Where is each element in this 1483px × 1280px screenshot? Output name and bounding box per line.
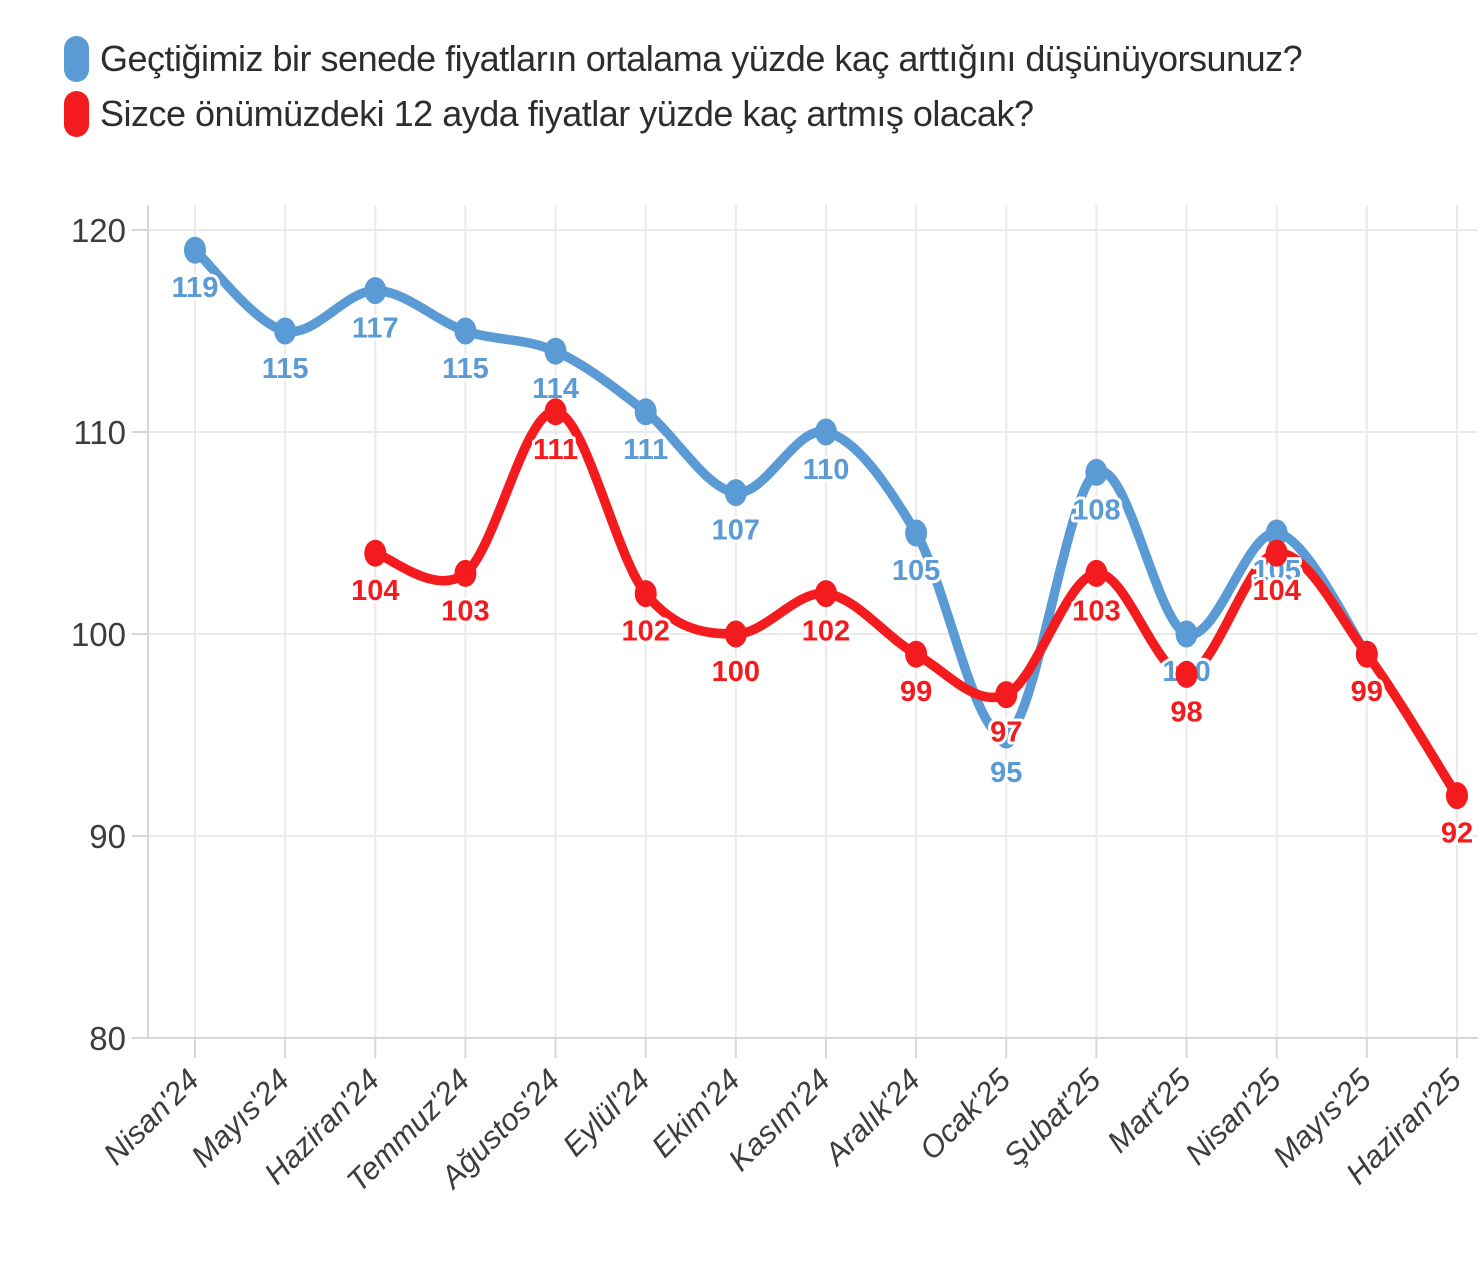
- data-point-label: 105: [892, 555, 940, 587]
- x-axis-tick-label: Eylül'24: [556, 1062, 657, 1163]
- data-point-label: 97: [990, 717, 1022, 749]
- data-point-marker[interactable]: [1265, 539, 1288, 567]
- data-point-marker[interactable]: [814, 418, 837, 446]
- data-point-marker[interactable]: [454, 317, 477, 345]
- data-point-marker[interactable]: [634, 580, 657, 608]
- data-point-label: 102: [802, 616, 850, 648]
- data-point-label: 110: [803, 454, 850, 486]
- legend-item-next-year: Sizce önümüzdeki 12 ayda fiyatlar yüzde …: [64, 91, 1302, 137]
- data-point-marker[interactable]: [995, 721, 1018, 749]
- data-point-label: 98: [1170, 696, 1202, 728]
- y-axis-tick-label: 80: [89, 1020, 126, 1057]
- data-point-marker[interactable]: [544, 398, 567, 426]
- data-point-label: 95: [990, 757, 1022, 789]
- data-point-marker[interactable]: [364, 539, 387, 567]
- data-point-marker[interactable]: [814, 580, 837, 608]
- y-axis-tick-label: 110: [73, 414, 126, 451]
- data-point-label: 103: [1072, 595, 1120, 627]
- data-point-marker[interactable]: [1085, 458, 1108, 486]
- y-axis-tick-label: 90: [89, 818, 126, 855]
- data-point-marker[interactable]: [454, 559, 477, 587]
- y-axis-tick-label: 100: [71, 616, 126, 653]
- legend-swatch-blue-icon: [64, 36, 89, 82]
- data-point-marker[interactable]: [1175, 620, 1198, 648]
- data-point-label: 111: [533, 434, 578, 466]
- data-point-label: 115: [262, 353, 309, 385]
- data-point-marker[interactable]: [995, 681, 1018, 709]
- data-point-marker[interactable]: [724, 620, 747, 648]
- series-points-0: 11911511711511411110711010595108100105: [169, 236, 1378, 792]
- data-point-marker[interactable]: [905, 519, 928, 547]
- y-axis-tick-label: 120: [71, 212, 126, 249]
- data-point-label: 107: [712, 515, 760, 547]
- legend-label-past-year: Geçtiğimiz bir senede fiyatların ortalam…: [100, 38, 1303, 79]
- data-point-label: 99: [1351, 676, 1383, 708]
- data-point-marker[interactable]: [274, 317, 297, 345]
- data-point-marker[interactable]: [184, 236, 206, 264]
- data-point-label: 92: [1441, 818, 1473, 850]
- data-point-label: 119: [172, 272, 219, 304]
- legend-swatch-red-icon: [64, 91, 89, 137]
- data-point-marker[interactable]: [544, 337, 567, 365]
- data-point-marker[interactable]: [364, 277, 387, 305]
- legend: Geçtiğimiz bir senede fiyatların ortalam…: [64, 36, 1303, 137]
- data-point-label: 100: [712, 656, 760, 688]
- x-axis-tick-label: Şubat'25: [997, 1062, 1108, 1173]
- data-point-label: 117: [352, 313, 399, 345]
- data-point-marker[interactable]: [724, 479, 747, 507]
- data-point-label: 105: [1252, 555, 1300, 587]
- data-point-label: 99: [900, 676, 932, 708]
- legend-label-next-year: Sizce önümüzdeki 12 ayda fiyatlar yüzde …: [100, 93, 1034, 134]
- data-point-marker[interactable]: [1355, 640, 1378, 668]
- data-point-label: 104: [1252, 575, 1300, 607]
- legend-item-past-year: Geçtiğimiz bir senede fiyatların ortalam…: [64, 36, 1303, 82]
- data-point-label: 111: [623, 434, 668, 466]
- data-point-marker[interactable]: [905, 640, 928, 668]
- data-point-label: 108: [1072, 494, 1120, 526]
- data-point-marker[interactable]: [1175, 660, 1198, 688]
- series-points-1: 104 103 111 102 100 102 99 97 103 98 104 99 92: [348, 398, 1476, 853]
- data-point-label: 102: [622, 616, 670, 648]
- data-point-marker[interactable]: [1265, 519, 1288, 547]
- data-point-label: 104: [351, 575, 399, 607]
- data-point-marker[interactable]: [1085, 559, 1108, 587]
- data-point-label: 115: [442, 353, 489, 385]
- data-point-marker[interactable]: [634, 398, 657, 426]
- data-point-label: 103: [441, 595, 489, 627]
- data-point-marker[interactable]: [1445, 782, 1468, 810]
- x-axis-tick-label: Aralık'24: [816, 1062, 927, 1173]
